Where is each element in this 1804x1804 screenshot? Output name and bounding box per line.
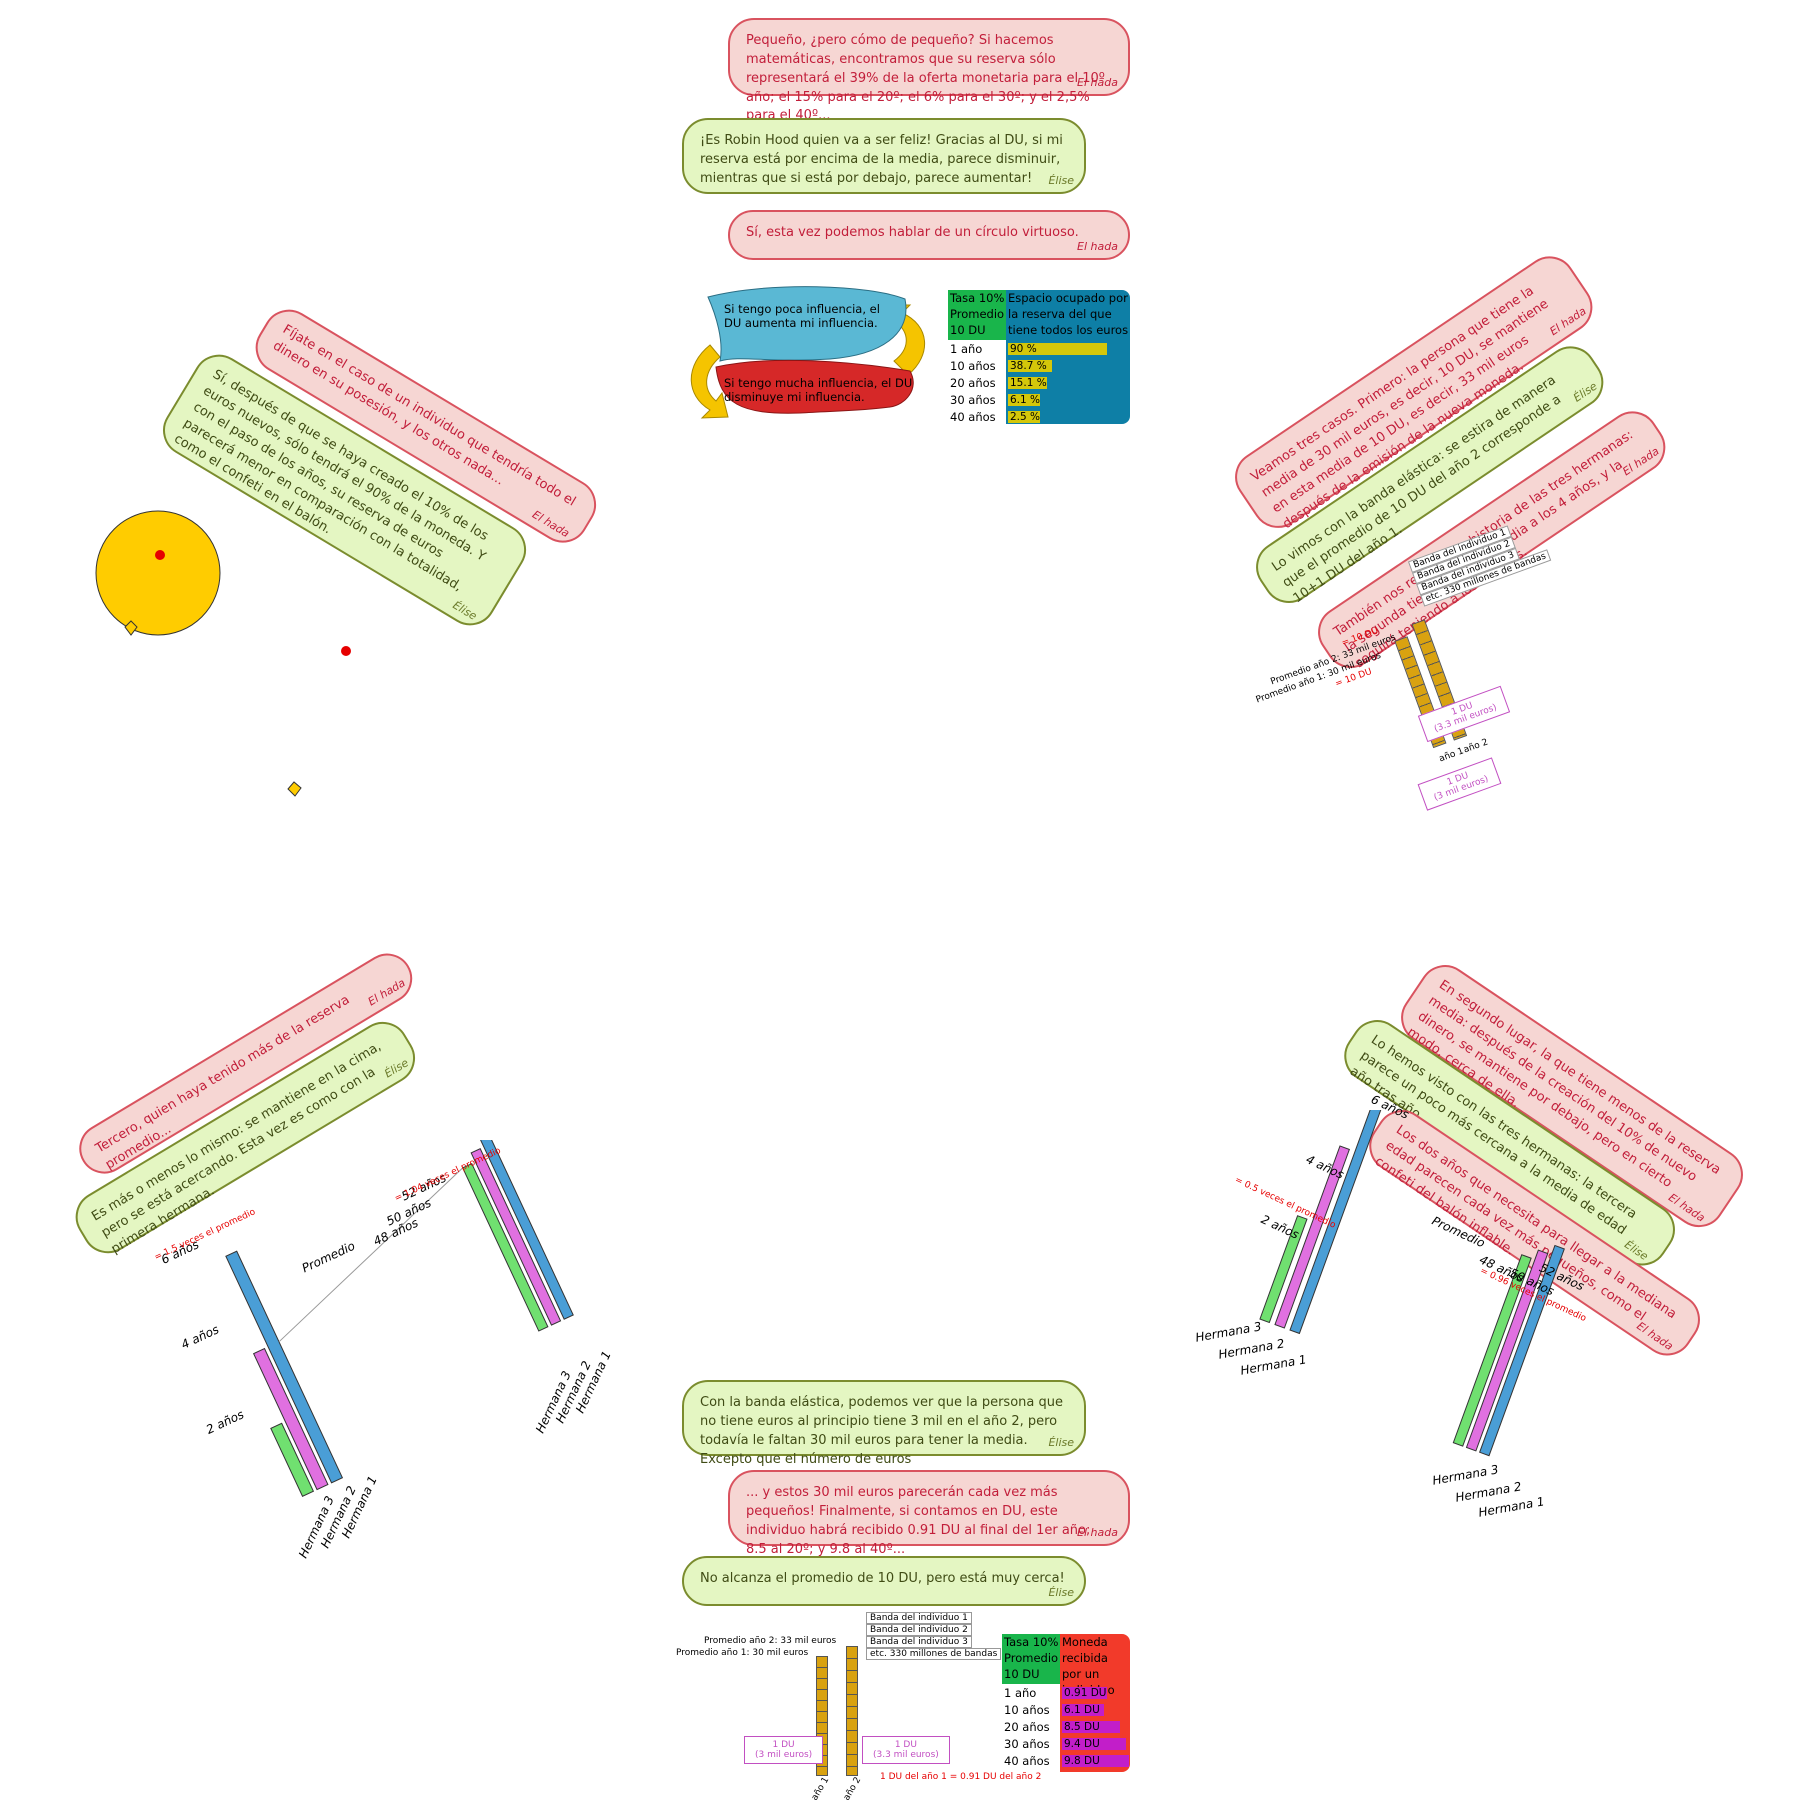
- dialog-bubble: Pequeño, ¿pero cómo de pequeño? Si hacem…: [728, 18, 1130, 123]
- row-value-bar: 8.5 DU: [1062, 1720, 1120, 1733]
- average-year2-label: Promedio año 2: 33 mil euros: [704, 1636, 837, 1646]
- dialog-text: Pequeño, ¿pero cómo de pequeño? Si hacem…: [746, 33, 1105, 124]
- du-conversion-note: 1 DU del año 1 = 0.91 DU del año 2: [880, 1772, 1042, 1782]
- table-header-rate: Tasa 10% Promedio 10 DU: [1002, 1634, 1060, 1684]
- table-row: 10 años 6.1 DU: [1002, 1701, 1129, 1718]
- table-header-rate: Tasa 10% Promedio 10 DU: [948, 290, 1006, 340]
- band-label: Banda del individuo 2: [866, 1624, 972, 1636]
- table-row: 1 año 90 %: [948, 340, 1107, 357]
- table-header-space: Espacio ocupado por la reserva del que t…: [1008, 291, 1129, 337]
- virtuous-cycle-diagram: [690, 286, 925, 419]
- dialog-text: ¡Es Robin Hood quien va a ser feliz! Gra…: [700, 133, 1063, 186]
- band-label: Banda del individuo 3: [866, 1636, 972, 1648]
- row-value-bar: 38.7 %: [1008, 359, 1052, 372]
- three-sisters-diagram-right: [1259, 1110, 1565, 1457]
- row-value-bar: 0.91 DU: [1062, 1686, 1107, 1699]
- dialog-text: No alcanza el promedio de 10 DU, pero es…: [700, 1571, 1065, 1586]
- table-row: 30 años 6.1 %: [948, 391, 1107, 408]
- row-label: 30 años: [950, 392, 996, 407]
- cycle-bottom-text: Si tengo mucha influencia, el DU disminu…: [724, 376, 913, 404]
- row-label: 40 años: [950, 409, 996, 424]
- row-label: 20 años: [1004, 1719, 1050, 1734]
- row-value-bar: 9.8 DU: [1062, 1754, 1129, 1767]
- one-du-label: 1 DU (3 mil euros): [744, 1736, 824, 1764]
- dialog-text: ... y estos 30 mil euros parecerán cada …: [746, 1485, 1091, 1557]
- row-value-bar: 6.1 %: [1008, 393, 1041, 406]
- table-row: 40 años 2.5 %: [948, 408, 1107, 425]
- du-received-table-body: [1002, 1684, 1060, 1772]
- row-label: 20 años: [950, 375, 996, 390]
- average-year1-label: Promedio año 1: 30 mil euros: [676, 1648, 809, 1658]
- speaker-name: El hada: [365, 976, 408, 1009]
- dialog-bubble: No alcanza el promedio de 10 DU, pero es…: [682, 1556, 1086, 1606]
- row-label: 30 años: [1004, 1736, 1050, 1751]
- row-value-bar: 90 %: [1008, 342, 1107, 355]
- row-value-bar: 9.4 DU: [1062, 1737, 1126, 1750]
- year2-label: año 2: [1462, 737, 1490, 756]
- year2-band: [846, 1646, 858, 1776]
- speaker-name: Élise: [1048, 1436, 1074, 1450]
- table-row: 1 año 0.91 DU: [1002, 1684, 1129, 1701]
- year1-label: año 1: [809, 1775, 832, 1803]
- speaker-name: Élise: [450, 598, 480, 623]
- dialog-bubble: ¡Es Robin Hood quien va a ser feliz! Gra…: [682, 118, 1086, 194]
- dialog-text: Sí, esta vez podemos hablar de un círcul…: [746, 225, 1079, 240]
- speaker-name: El hada: [1077, 240, 1118, 254]
- row-value-bar: 15.1 %: [1008, 376, 1047, 389]
- speaker-name: El hada: [1547, 304, 1589, 339]
- table-row: 20 años 15.1 %: [948, 374, 1107, 391]
- one-du-label: 1 DU (3 mil euros): [1417, 757, 1502, 811]
- dialog-bubble: ... y estos 30 mil euros parecerán cada …: [728, 1470, 1130, 1557]
- year1-label: año 1: [1437, 746, 1466, 765]
- speaker-name: Élise: [382, 1056, 411, 1081]
- band-label: etc. 330 millones de bandas: [866, 1648, 1002, 1660]
- one-du-label: 1 DU (3.3 mil euros): [862, 1736, 950, 1764]
- table-row: 40 años 9.8 DU: [1002, 1752, 1129, 1769]
- speaker-name: Élise: [1048, 1586, 1074, 1600]
- speaker-name: El hada: [1077, 76, 1118, 90]
- reserve-share-table-body: [948, 340, 1006, 424]
- reserve-share-rows: 1 año 90 % 10 años 38.7 % 20 años 15.1 % 30 añ…: [948, 340, 1107, 425]
- row-label: 1 año: [1004, 1685, 1037, 1700]
- three-sisters-diagram-left: [225, 1140, 574, 1498]
- speaker-name: El hada: [529, 507, 572, 541]
- du-received-rows: 1 año 0.91 DU 10 años 6.1 DU 20 años 8.5 DU 30…: [1002, 1684, 1129, 1769]
- speaker-name: Élise: [1048, 174, 1074, 188]
- balloon-illustration: [95, 510, 351, 797]
- speaker-name: El hada: [1077, 1526, 1118, 1540]
- speaker-name: Élise: [1571, 379, 1600, 405]
- row-label: 40 años: [1004, 1753, 1050, 1768]
- table-row: 10 años 38.7 %: [948, 357, 1107, 374]
- dialog-bubble: Sí, esta vez podemos hablar de un círcul…: [728, 210, 1130, 260]
- cycle-top-text: Si tengo poca influencia, el DU aumenta …: [724, 302, 880, 330]
- row-label: 1 año: [950, 341, 983, 356]
- year2-label: año 2: [841, 1775, 864, 1803]
- dialog-bubble: Con la banda elástica, podemos ver que l…: [682, 1380, 1086, 1467]
- row-label: 10 años: [950, 358, 996, 373]
- dialog-text: Con la banda elástica, podemos ver que l…: [700, 1395, 1063, 1467]
- speaker-name: El hada: [1620, 444, 1662, 479]
- row-value-bar: 2.5 %: [1008, 410, 1041, 423]
- row-label: 10 años: [1004, 1702, 1050, 1717]
- table-row: 30 años 9.4 DU: [1002, 1735, 1129, 1752]
- table-row: 20 años 8.5 DU: [1002, 1718, 1129, 1735]
- band-label: Banda del individuo 1: [866, 1612, 972, 1624]
- row-value-bar: 6.1 DU: [1062, 1703, 1104, 1716]
